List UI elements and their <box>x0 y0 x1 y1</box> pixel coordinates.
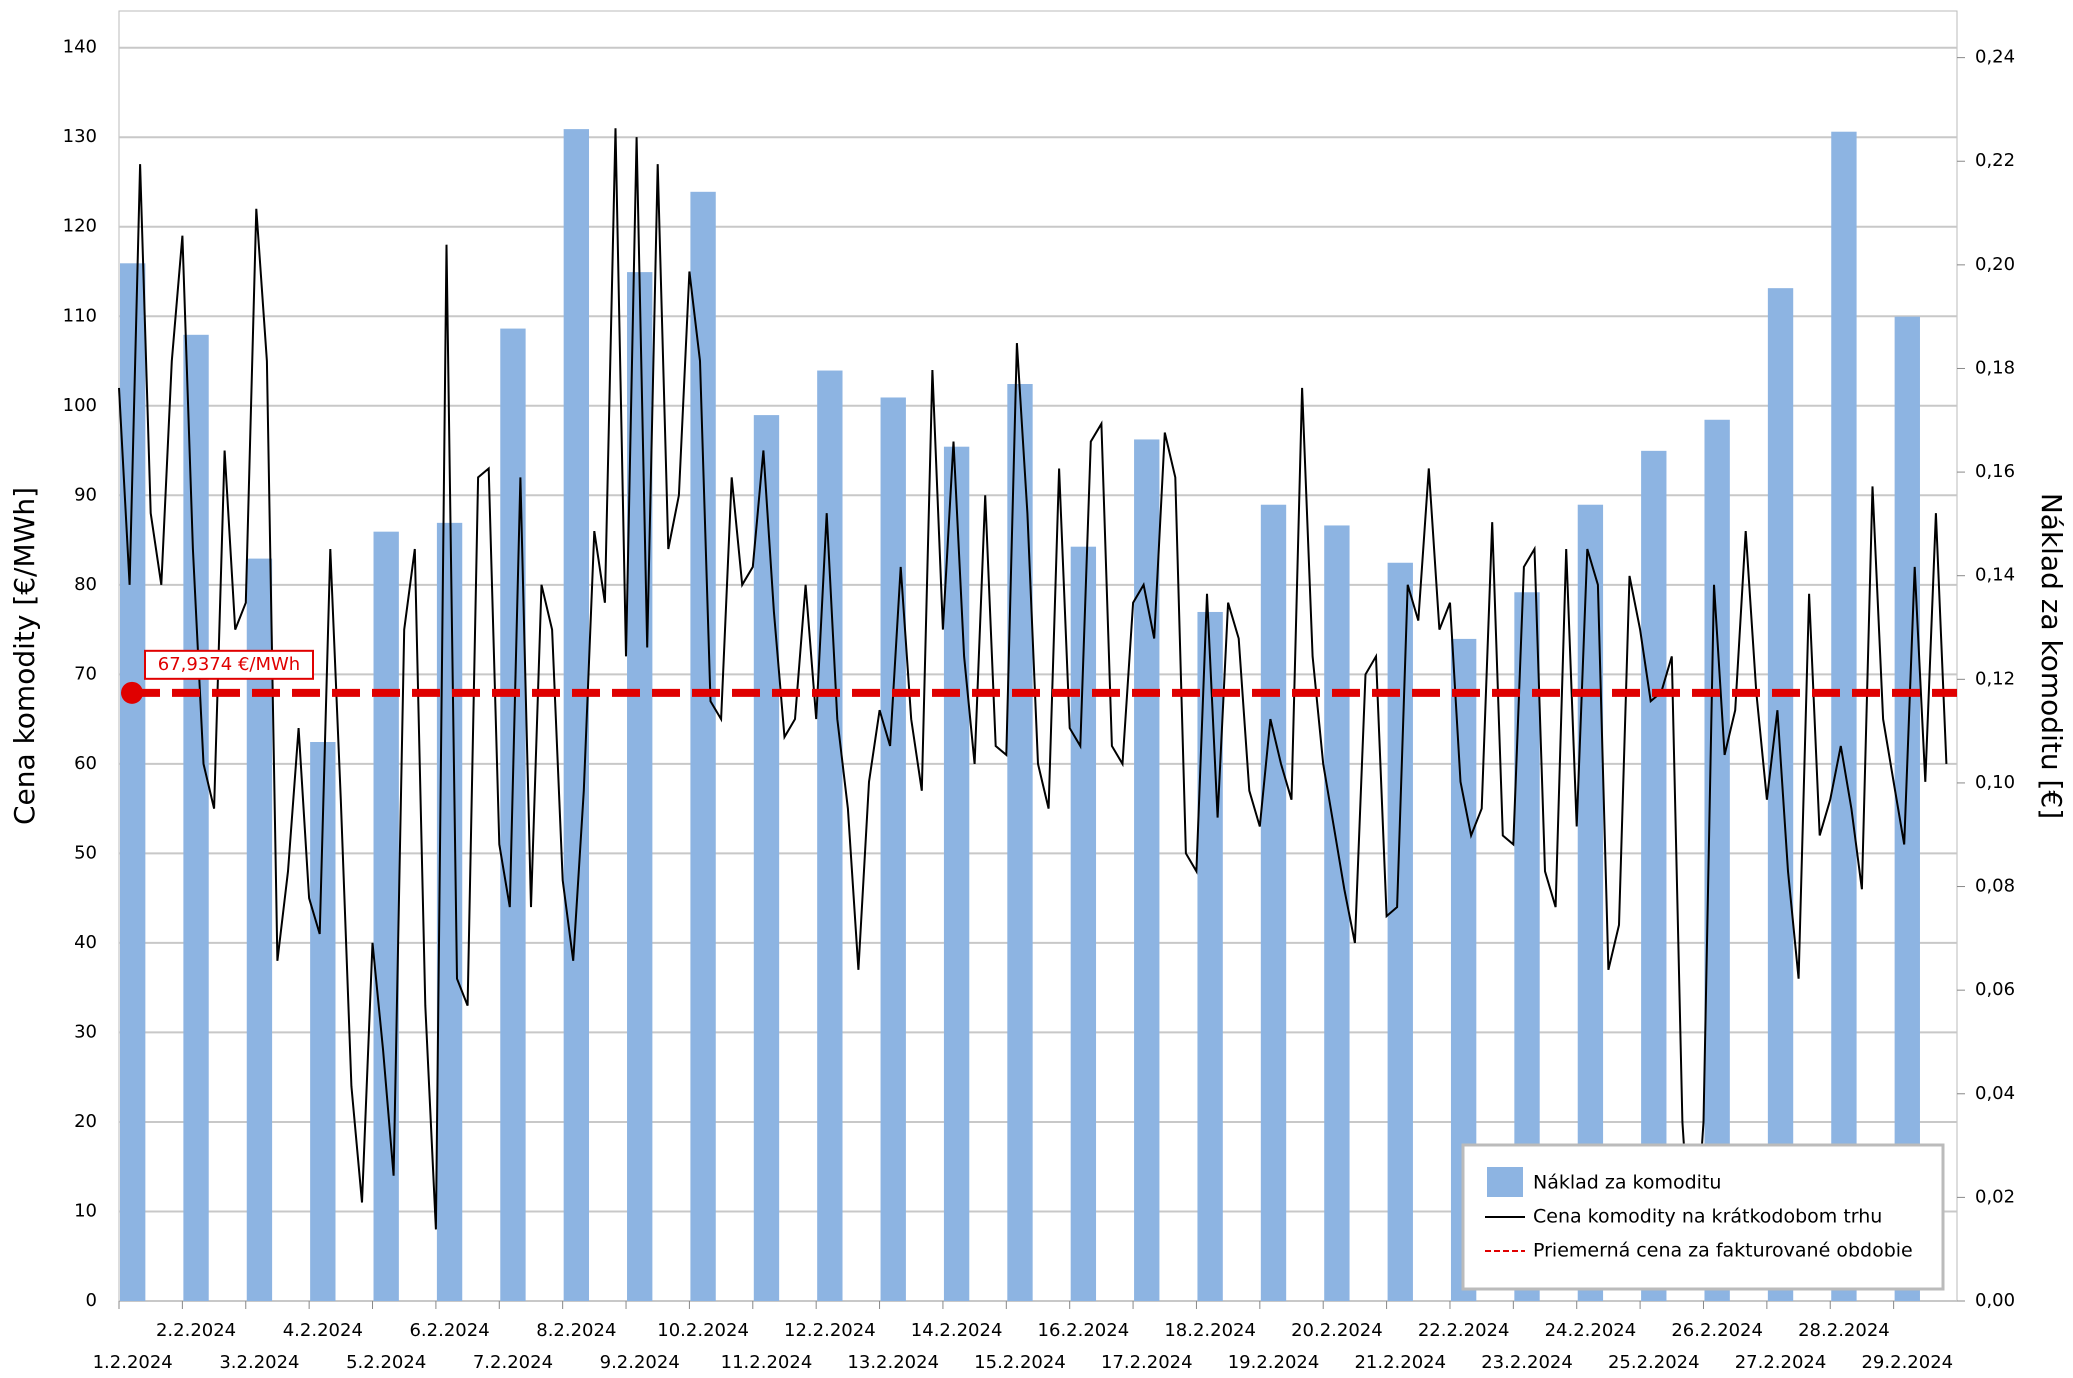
y2-tick-label: 0,16 <box>1975 461 2015 482</box>
x-tick-label: 1.2.2024 <box>93 1352 173 1373</box>
legend-swatch <box>1487 1167 1523 1197</box>
average-marker <box>121 681 143 704</box>
bar <box>817 370 843 1301</box>
x-tick-label: 10.2.2024 <box>657 1320 749 1341</box>
x-tick-label: 21.2.2024 <box>1354 1352 1446 1373</box>
bar <box>1767 288 1794 1301</box>
bar <box>1007 384 1033 1301</box>
y-tick-label: 10 <box>74 1200 97 1221</box>
y2-tick-label: 0,02 <box>1975 1186 2015 1207</box>
y-tick-label: 80 <box>74 574 97 595</box>
x-tick-label: 14.2.2024 <box>911 1320 1003 1341</box>
bar <box>1387 562 1413 1301</box>
x-tick-label: 26.2.2024 <box>1671 1320 1763 1341</box>
y2-tick-label: 0,18 <box>1975 357 2015 378</box>
x-tick-label: 2.2.2024 <box>156 1320 236 1341</box>
bar <box>436 522 463 1301</box>
y-tick-label: 0 <box>86 1290 97 1311</box>
legend-label: Cena komodity na krátkodobom trhu <box>1533 1206 1882 1228</box>
bar <box>373 531 399 1301</box>
y-tick-label: 20 <box>74 1111 97 1132</box>
bar <box>753 415 780 1301</box>
x-tick-label: 22.2.2024 <box>1418 1320 1510 1341</box>
y2-tick-label: 0,14 <box>1975 565 2015 586</box>
x-tick-label: 8.2.2024 <box>536 1320 616 1341</box>
x-tick-label: 7.2.2024 <box>473 1352 553 1373</box>
y-tick-label: 70 <box>74 663 97 684</box>
y-tick-label: 110 <box>63 305 97 326</box>
x-tick-label: 4.2.2024 <box>283 1320 363 1341</box>
y2-tick-label: 0,00 <box>1975 1290 2015 1311</box>
x-tick-label: 13.2.2024 <box>847 1352 939 1373</box>
bar <box>1831 131 1857 1302</box>
y-tick-label: 60 <box>74 753 97 774</box>
x-tick-label: 29.2.2024 <box>1861 1352 1953 1373</box>
bar <box>943 446 970 1301</box>
bar <box>690 191 716 1301</box>
bar <box>246 558 273 1301</box>
average-label-box <box>144 649 314 680</box>
legend-label: Náklad za komoditu <box>1533 1172 1721 1194</box>
y-tick-label: 100 <box>63 395 97 416</box>
legend-label: Priemerná cena za fakturované obdobie <box>1533 1240 1913 1262</box>
x-tick-label: 25.2.2024 <box>1608 1352 1700 1373</box>
x-tick-label: 17.2.2024 <box>1101 1352 1193 1373</box>
y2-tick-label: 0,10 <box>1975 772 2015 793</box>
x-tick-label: 18.2.2024 <box>1164 1320 1256 1341</box>
y2-axis-title: Náklad za komoditu [€] <box>2035 493 2068 819</box>
average-label: 67,9374 €/MWh <box>158 654 300 675</box>
bar <box>183 334 209 1301</box>
y-tick-label: 30 <box>74 1021 97 1042</box>
y2-tick-label: 0,08 <box>1975 876 2015 897</box>
y2-tick-label: 0,22 <box>1975 150 2015 171</box>
x-tick-label: 24.2.2024 <box>1545 1320 1637 1341</box>
bar <box>1197 611 1223 1301</box>
x-tick-label: 11.2.2024 <box>721 1352 813 1373</box>
y-tick-label: 130 <box>63 126 97 147</box>
bar <box>1260 504 1287 1301</box>
bar <box>880 397 906 1301</box>
y-tick-label: 140 <box>63 37 97 58</box>
x-tick-label: 28.2.2024 <box>1798 1320 1890 1341</box>
y2-tick-label: 0,04 <box>1975 1083 2015 1104</box>
x-tick-label: 5.2.2024 <box>346 1352 426 1373</box>
x-tick-label: 23.2.2024 <box>1481 1352 1573 1373</box>
bar <box>1324 525 1350 1301</box>
x-tick-label: 3.2.2024 <box>219 1352 299 1373</box>
x-tick-label: 16.2.2024 <box>1038 1320 1130 1341</box>
x-tick-label: 12.2.2024 <box>784 1320 876 1341</box>
x-tick-label: 20.2.2024 <box>1291 1320 1383 1341</box>
x-tick-label: 15.2.2024 <box>974 1352 1066 1373</box>
bar <box>563 129 590 1301</box>
y-tick-label: 120 <box>63 216 97 237</box>
y2-tick-label: 0,12 <box>1975 668 2015 689</box>
x-tick-label: 6.2.2024 <box>409 1320 489 1341</box>
price-line <box>118 128 1948 1284</box>
y2-tick-label: 0,06 <box>1975 979 2015 1000</box>
y-tick-label: 90 <box>74 484 97 505</box>
legend <box>1461 1143 1945 1291</box>
x-tick-label: 9.2.2024 <box>600 1352 680 1373</box>
bar <box>120 263 146 1301</box>
y-tick-label: 40 <box>74 932 97 953</box>
y2-tick-label: 0,20 <box>1975 254 2015 275</box>
y2-tick-label: 0,24 <box>1975 47 2015 68</box>
y-tick-label: 50 <box>74 842 97 863</box>
bar <box>1134 439 1160 1301</box>
y-axis-title: Cena komodity [€/MWh] <box>8 487 41 825</box>
x-tick-label: 19.2.2024 <box>1228 1352 1320 1373</box>
x-tick-label: 27.2.2024 <box>1735 1352 1827 1373</box>
